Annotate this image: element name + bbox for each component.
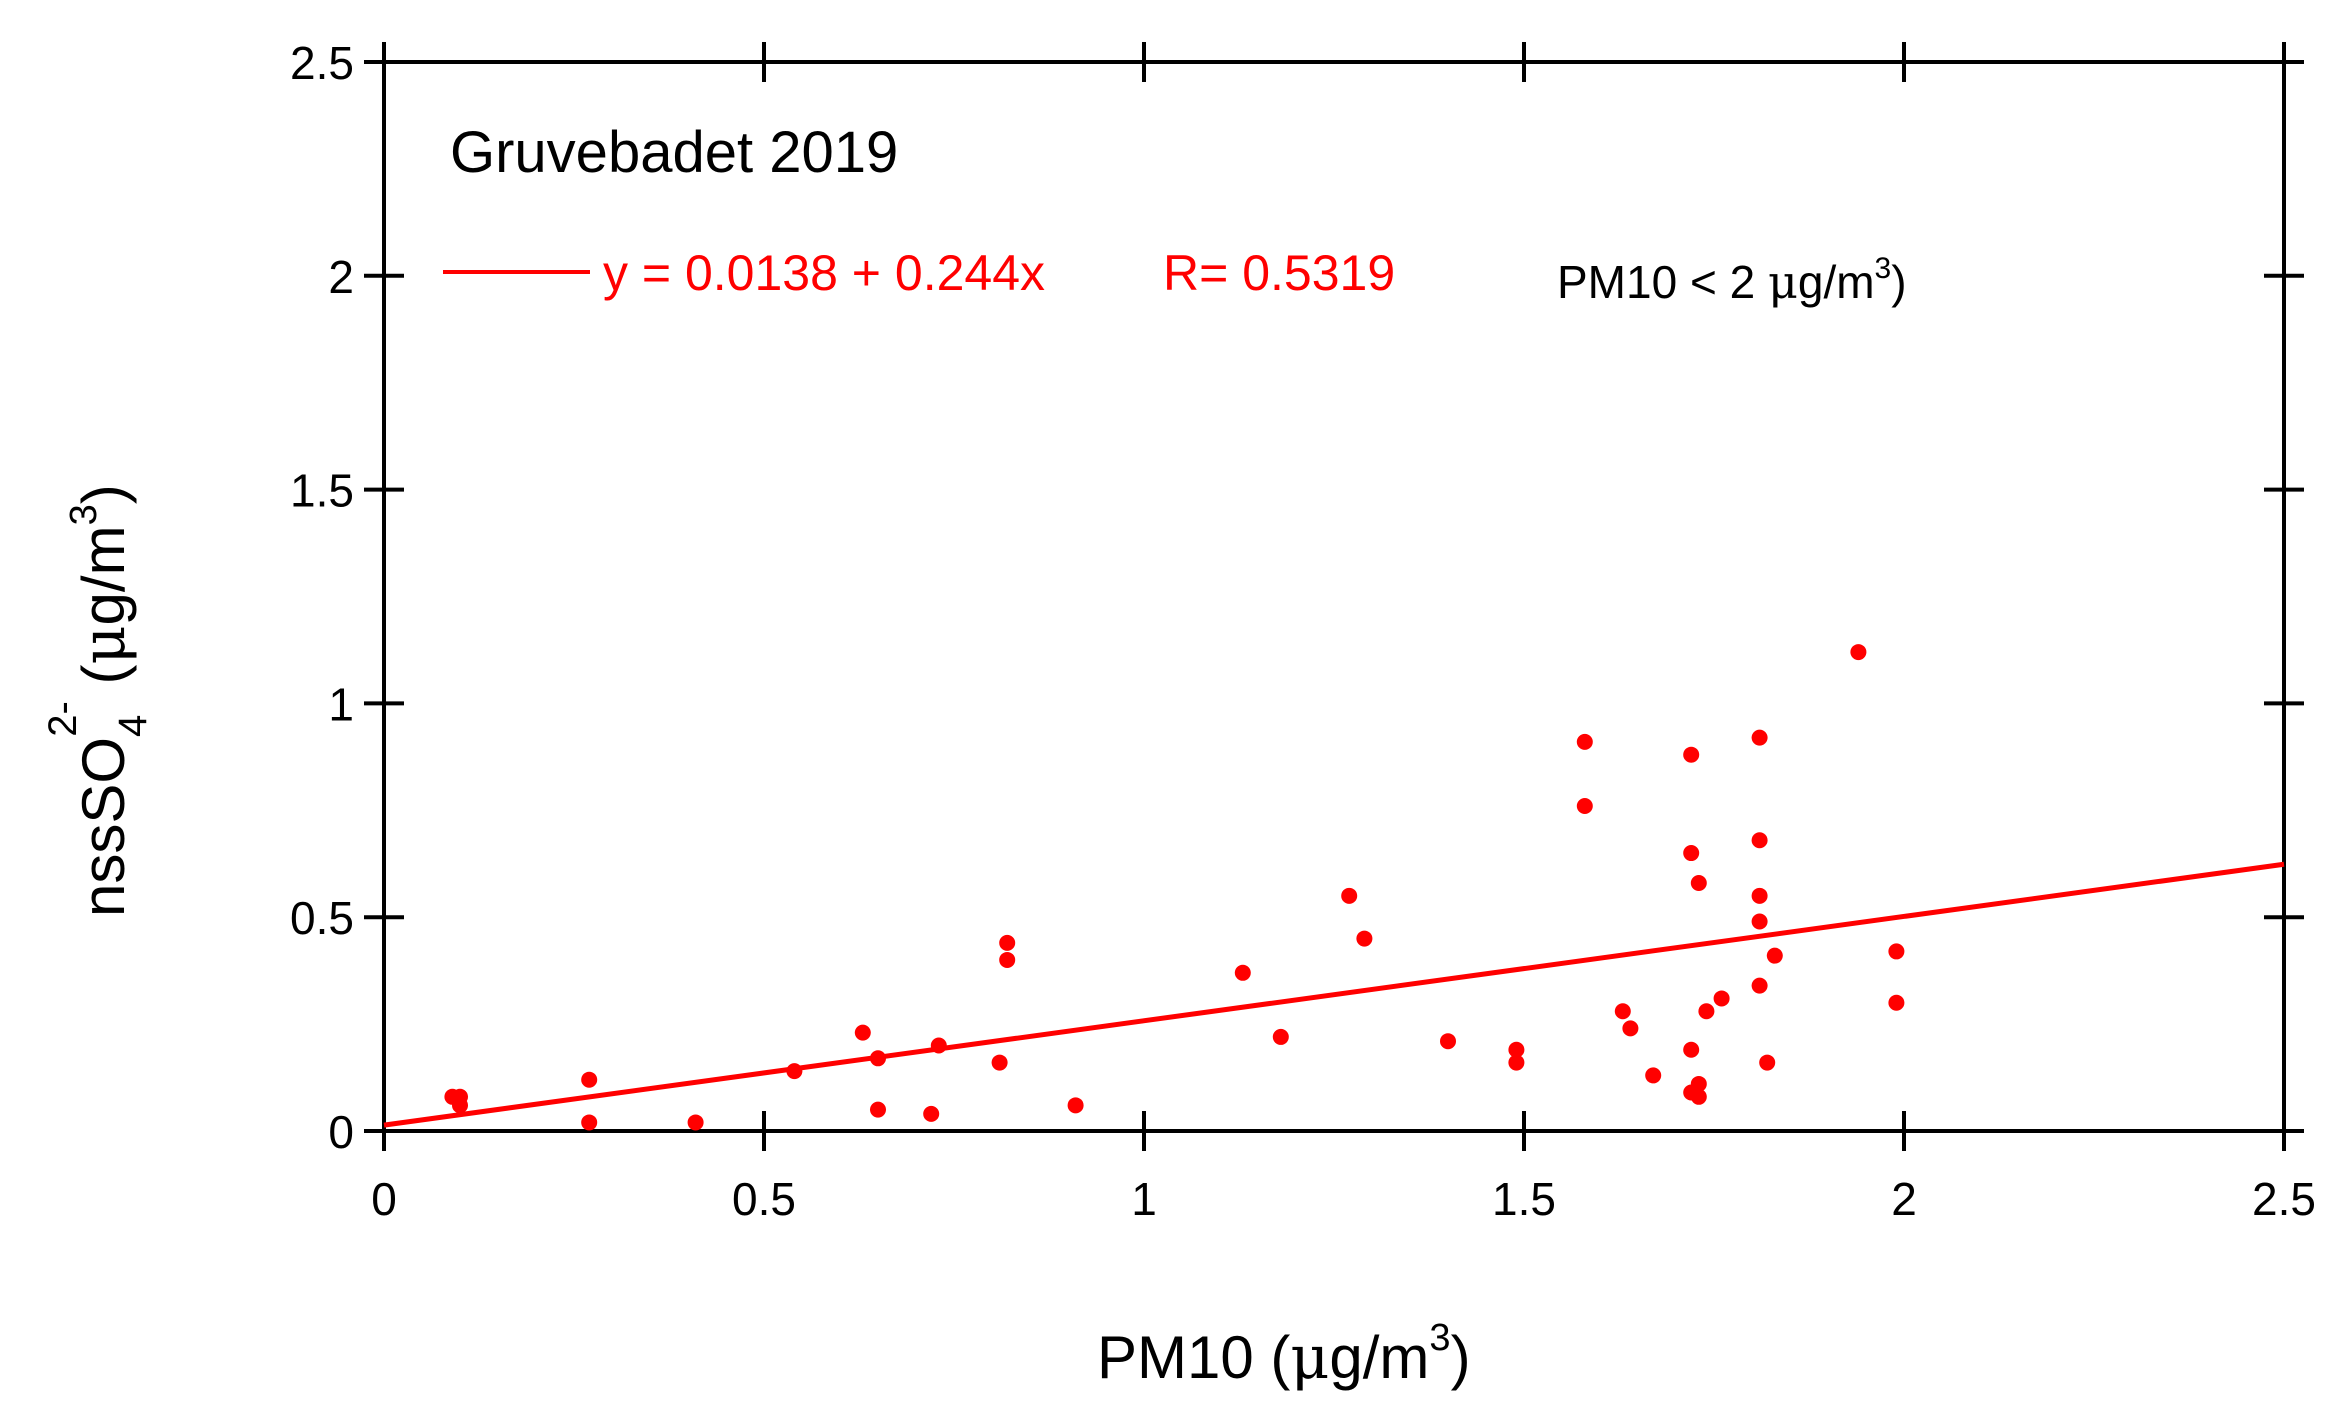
data-point [1850,644,1867,661]
data-point [1751,977,1768,994]
data-point [1888,994,1905,1011]
x-axis-title-mu: μ [1290,1323,1329,1393]
plot-frame [382,60,2286,1133]
x-axis-title-close: ) [1451,1324,1471,1391]
y-tick-label: 1.5 [290,465,354,517]
data-point [1508,1054,1525,1071]
data-point [786,1063,803,1080]
data-point [1690,1075,1707,1092]
data-point [999,934,1016,951]
x-tick-label: 1.5 [1492,1173,1556,1225]
x-tick-label: 2.5 [2252,1173,2316,1225]
regression-line [383,861,2285,1128]
fit-equation-label: y = 0.0138 + 0.244x [603,245,1045,301]
plot-border [382,60,2286,1133]
data-point [1067,1097,1084,1114]
data-point [1576,733,1593,750]
data-point [1698,1003,1715,1020]
data-point [452,1097,468,1114]
fit-r-label: R= 0.5319 [1163,245,1395,301]
data-point [1622,1020,1639,1037]
data-point [1766,947,1783,964]
y-axis-title-main: nssSO [70,737,137,917]
x-tick-label: 0 [371,1173,397,1225]
y-tick-label: 2.5 [290,37,354,89]
data-point [1645,1067,1662,1084]
fit-line-group [383,861,2285,1128]
data-point [854,1024,871,1041]
filter-note: PM10 < 2 μg/m3) [1557,252,1907,309]
y-axis-title-sup: 2- [41,701,85,737]
data-point [923,1105,940,1122]
data-point [1888,943,1905,960]
y-axis-title-close: ) [70,484,137,504]
data-point [870,1101,886,1118]
data-point [999,951,1016,968]
data-point [1690,1088,1707,1105]
data-point [1751,729,1768,746]
y-tick-label: 2 [328,251,354,303]
x-tick-label: 2 [1891,1173,1917,1225]
data-point [581,1071,598,1088]
x-axis-title: PM10 (μg/m3) [1097,1317,1471,1393]
data-point [1576,798,1593,815]
data-point [581,1114,598,1131]
filter-note-close: ) [1891,256,1906,308]
data-point [1508,1041,1525,1058]
data-point [930,1037,947,1054]
data-point [1683,1041,1700,1058]
data-point [1341,887,1358,904]
y-tick-label: 1 [328,678,354,730]
data-point [1751,913,1768,930]
data-point [1356,930,1373,947]
data-point [1683,746,1700,763]
y-tick-label: 0.5 [290,892,354,944]
x-tick-label: 0.5 [732,1173,796,1225]
axis-tick-labels: 0 0.5 1 1.5 2 2.5 0 0.5 1 1.5 2 2.5 [290,37,2316,1225]
filter-note-sup: 3 [1875,252,1892,285]
filter-note-prefix: PM10 < 2 [1557,256,1768,308]
data-point [1272,1028,1289,1045]
data-points [444,644,1905,1131]
data-point [1751,832,1768,849]
data-point [1614,1003,1631,1020]
data-point [1751,887,1768,904]
filter-note-unit: g/m [1798,256,1875,308]
y-axis-title: nssSO4 2- (μg/m3) [41,484,155,917]
x-tick-label: 1 [1131,1173,1157,1225]
y-axis-title-mu: μ [69,625,139,664]
y-axis-title-sub: 4 [111,715,155,737]
y-axis-title-unit-sup: 3 [63,504,105,525]
data-point [1759,1054,1776,1071]
data-point [870,1050,886,1067]
chart-title: Gruvebadet 2019 [450,120,898,185]
y-tick-label: 0 [328,1106,354,1158]
x-axis-title-unit: g/m [1329,1324,1429,1391]
data-point [991,1054,1008,1071]
axis-ticks [364,42,2304,1151]
data-point [1234,964,1251,981]
data-point [1690,874,1707,891]
data-point [1440,1033,1456,1050]
data-point [687,1114,704,1131]
filter-note-mu: μ [1768,255,1798,309]
x-axis-title-main: PM10 ( [1097,1324,1290,1391]
y-axis-title-open: ( [70,664,137,701]
x-axis-title-sup: 3 [1429,1317,1450,1359]
data-point [1713,990,1730,1007]
y-axis-title-unit: g/m [70,525,137,625]
data-point [1683,845,1700,862]
